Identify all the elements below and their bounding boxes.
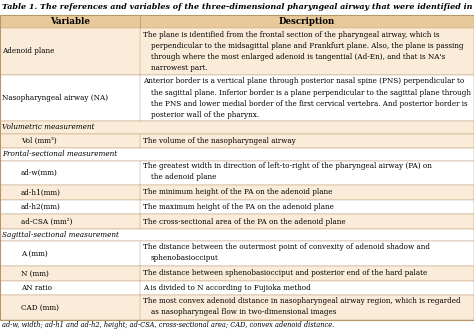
Text: ad-h2(mm): ad-h2(mm) [21,203,61,211]
Text: The greatest width in direction of left-to-right of the pharyngeal airway (PA) o: The greatest width in direction of left-… [143,162,432,170]
Text: The volume of the nasopharyngeal airway: The volume of the nasopharyngeal airway [143,137,296,145]
Bar [0,229,474,241]
Text: The distance between the outermost point of convexity of adenoid shadow and: The distance between the outermost point… [143,243,430,251]
Text: the adenoid plane: the adenoid plane [151,173,216,181]
Bar [0,266,474,281]
Bar [0,148,474,161]
Bar [0,200,474,214]
Bar [0,185,474,200]
Text: the PNS and lower medial border of the first cervical vertebra. And posterior bo: the PNS and lower medial border of the f… [151,100,467,108]
Text: ad-h1(mm): ad-h1(mm) [21,188,61,196]
Bar [0,134,474,148]
Text: perpendicular to the midsagittal plane and Frankfurt plane. Also, the plane is p: perpendicular to the midsagittal plane a… [151,42,463,50]
Text: Variable: Variable [50,17,90,26]
Bar [0,281,474,296]
Text: The plane is identified from the frontal section of the pharyngeal airway, which: The plane is identified from the frontal… [143,31,439,39]
Text: The distance between sphenobasiocciput and posterior end of the hard palate: The distance between sphenobasiocciput a… [143,270,427,277]
Text: The most convex adenoid distance in nasopharyngeal airway region, which is regar: The most convex adenoid distance in naso… [143,297,460,305]
Text: ad-w, width; ad-h1 and ad-h2, height; ad-CSA, cross-sectional area; CAD, convex : ad-w, width; ad-h1 and ad-h2, height; ad… [2,321,334,329]
Text: The maximum height of the PA on the adenoid plane: The maximum height of the PA on the aden… [143,203,334,211]
Text: Volumetric measurement: Volumetric measurement [2,123,94,131]
Text: through where the most enlarged adenoid is tangential (Ad-En), and that is NA's: through where the most enlarged adenoid … [151,53,445,61]
Bar [0,214,474,229]
Bar [0,74,474,121]
Text: Anterior border is a vertical plane through posterior nasal spine (PNS) perpendi: Anterior border is a vertical plane thro… [143,77,464,86]
Bar [0,15,474,28]
Bar [0,161,474,185]
Text: ad-CSA (mm²): ad-CSA (mm²) [21,218,73,226]
Bar [0,28,474,74]
Text: AN ratio: AN ratio [21,284,52,292]
Text: narrowest part.: narrowest part. [151,64,208,72]
Text: as nasopharyngeal flow in two-dimensional images: as nasopharyngeal flow in two-dimensiona… [151,308,336,316]
Text: ad-w(mm): ad-w(mm) [21,169,58,177]
Text: CAD (mm): CAD (mm) [21,304,59,312]
Text: Adenoid plane: Adenoid plane [2,47,55,55]
Text: A is divided to N according to Fujioka method: A is divided to N according to Fujioka m… [143,284,310,292]
Text: the sagittal plane. Inferior border is a plane perpendicular to the sagittal pla: the sagittal plane. Inferior border is a… [151,89,471,97]
Text: Sagittal-sectional measurement: Sagittal-sectional measurement [2,231,119,239]
Text: The minimum height of the PA on the adenoid plane: The minimum height of the PA on the aden… [143,188,332,196]
Bar [0,121,474,134]
Text: N (mm): N (mm) [21,270,49,277]
Bar [0,241,474,266]
Text: Frontal-sectional measurement: Frontal-sectional measurement [2,150,117,158]
Bar [0,296,474,320]
Text: Description: Description [279,17,335,26]
Text: A (mm): A (mm) [21,250,48,258]
Text: Vol (mm³): Vol (mm³) [21,137,57,145]
Text: Table 1. The references and variables of the three-dimensional pharyngeal airway: Table 1. The references and variables of… [2,3,474,11]
Text: sphenobasiocciput: sphenobasiocciput [151,255,219,263]
Text: The cross-sectional area of the PA on the adenoid plane: The cross-sectional area of the PA on th… [143,218,346,226]
Text: Nasopharyngeal airway (NA): Nasopharyngeal airway (NA) [2,94,108,102]
Text: posterior wall of the pharynx.: posterior wall of the pharynx. [151,111,259,119]
